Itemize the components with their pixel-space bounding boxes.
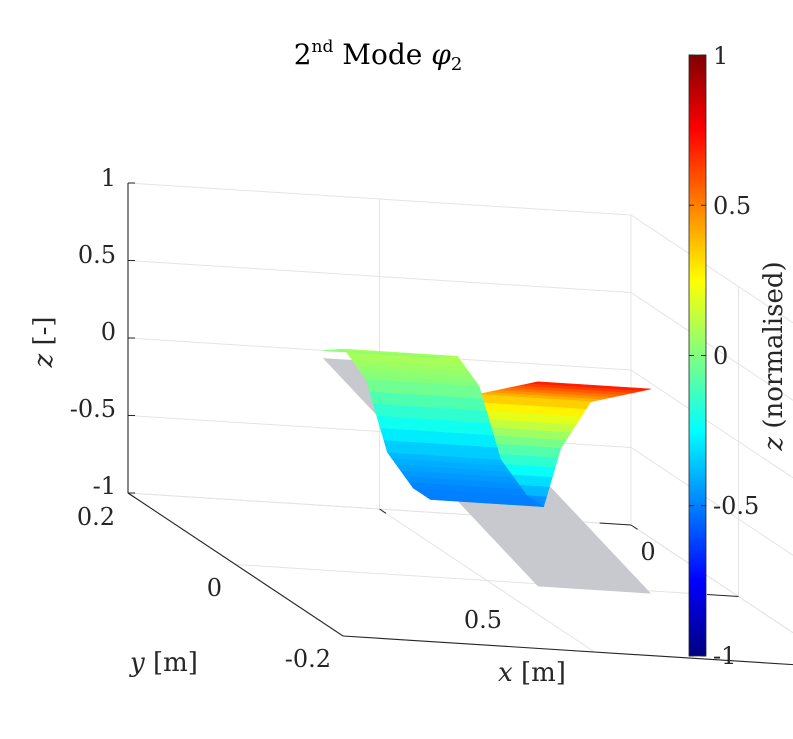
x-tick [707, 594, 739, 597]
y-tick-label: 0 [207, 574, 222, 602]
y-tick [379, 508, 387, 514]
axes-grid [127, 182, 793, 666]
y-tick [127, 492, 135, 498]
colorbar-tick-label: 0.5 [713, 192, 751, 220]
colorbar-tick-label: 0 [713, 342, 728, 370]
chart-title: 2nd Mode φ2 [294, 37, 463, 75]
grid-line [235, 564, 739, 597]
mode-shape-surface [322, 348, 652, 507]
x-tick-label: 0 [640, 538, 655, 566]
z-axis-label: z [-] [29, 316, 59, 368]
y-axis-label: y [m] [129, 648, 198, 678]
x-axis-label: x [m] [498, 658, 566, 688]
y-axis-line [127, 492, 344, 637]
z-tick-label: -1 [93, 472, 116, 500]
x-axis-line [342, 635, 793, 666]
x-tick [599, 522, 632, 526]
y-tick [630, 524, 638, 530]
colorbar-tick-label: 1 [713, 42, 728, 70]
y-tick-label: -0.2 [285, 645, 331, 673]
colorbar-tick-label: -0.5 [713, 492, 759, 520]
surface-patch [322, 349, 440, 358]
z-tick-label: 0 [101, 318, 116, 346]
grid-line [630, 447, 793, 556]
x-tick-label: 0.5 [464, 606, 502, 634]
y-tick-label: 0.2 [77, 503, 115, 531]
z-tick-label: 0.5 [78, 241, 116, 269]
z-tick-label: -0.5 [70, 395, 116, 423]
colorbar-label: z (normalised) [759, 261, 789, 451]
z-tick-label: 1 [101, 164, 116, 192]
colorbar-tick-label: -1 [713, 642, 736, 670]
colorbar-ticks [689, 54, 706, 657]
